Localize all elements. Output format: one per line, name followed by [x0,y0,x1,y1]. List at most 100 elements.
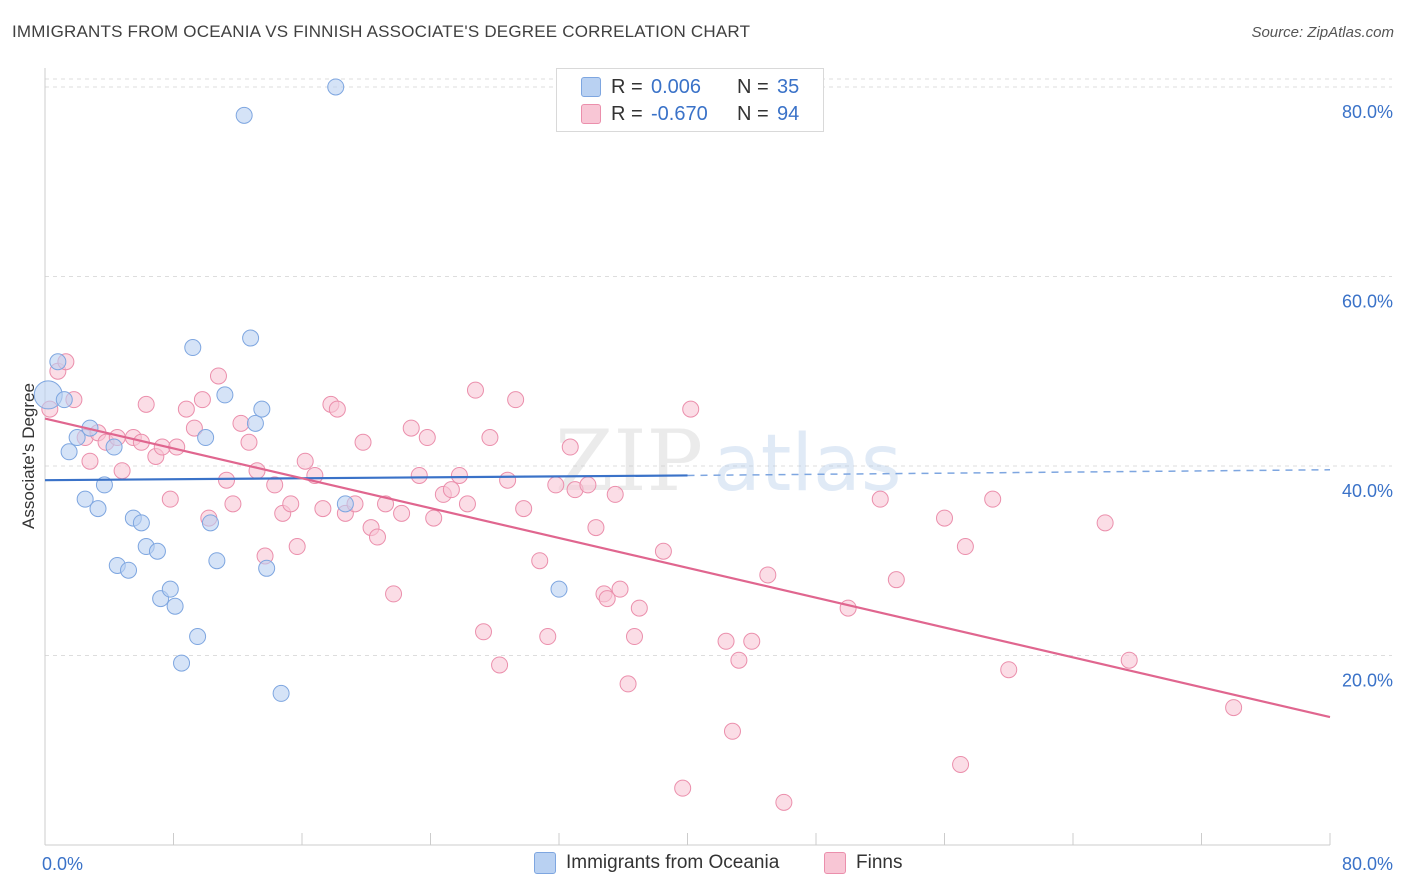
finns-point [232,414,250,432]
legend-swatch-oceania [534,852,556,874]
y-tick-label: 40.0% [1342,481,1393,501]
finns-point [1096,514,1114,532]
finns-point [385,585,403,603]
finns-point [410,466,428,484]
oceania-point [148,542,166,560]
finns-point [1120,651,1138,669]
oceania-point [60,443,78,461]
legend-swatch-finns [824,852,846,874]
finns-point [587,519,605,537]
r-value: 0.006 [651,75,702,98]
finns-point [288,538,306,556]
y-tick-label: 20.0% [1342,670,1393,690]
oceania-point [272,684,290,702]
finns-point [314,500,332,518]
oceania-point [189,628,207,646]
oceania-point [216,386,234,404]
watermark-atlas: atlas [713,419,902,509]
finns-point [248,462,266,480]
legend-item-finns[interactable]: Finns [824,852,902,874]
finns-point [296,452,314,470]
finns-point [871,490,889,508]
finns-point [539,628,557,646]
oceania-point [336,495,354,513]
oceania-point [246,414,264,432]
oceania-point [166,597,184,615]
finns-point [730,651,748,669]
finns-point [723,722,741,740]
legend-item-oceania[interactable]: Immigrants from Oceania [534,852,779,874]
finns-point [328,400,346,418]
y-tick-label: 60.0% [1342,291,1393,311]
oceania-point [68,429,86,447]
finns-point [952,755,970,773]
tick-labels: 20.0% 40.0% 60.0% 80.0% 0.0% 80.0% [42,102,1393,874]
r-label: R = [611,75,643,98]
finns-point [887,571,905,589]
finns-point [984,490,1002,508]
finns-point [625,628,643,646]
finns-point [475,623,493,641]
series-oceania [33,78,568,702]
oceania-point [327,78,345,96]
finns-point [266,476,284,494]
y-axis-label: Associate's Degree [19,383,38,529]
source-label: Source: ZipAtlas.com [1251,24,1394,41]
oceania-point [184,339,202,357]
finns-point [418,429,436,447]
finns-point [611,580,629,598]
finns-point [606,485,624,503]
finns-point [839,599,857,617]
oceania-point [49,353,67,371]
n-value: 35 [777,75,800,98]
stats-legend: R = 0.006 N = 35 R = -0.670 N = 94 [556,68,824,132]
finns-point [561,438,579,456]
y-tick-label: 80.0% [1342,102,1393,122]
finns-point [368,528,386,546]
oceania-point [95,476,113,494]
finns-point [598,590,616,608]
finns-point [682,400,700,418]
oceania-point [161,580,179,598]
legend-label-oceania: Immigrants from Oceania [566,852,780,873]
oceania-point [55,391,73,409]
oceania-point [173,654,191,672]
oceania-trend-line [44,474,688,482]
finns-point [218,471,236,489]
series-finns [41,353,1243,811]
finns-point [466,381,484,399]
finns-point [425,509,443,527]
watermark: ZIP atlas [555,412,902,510]
finns-point [377,495,395,513]
finns-point [491,656,509,674]
finns-point [393,504,411,522]
n-label: N = [737,75,769,98]
finns-point [137,395,155,413]
finns-point [579,476,597,494]
oceania-trend-extension [687,469,1331,477]
finns-point [743,632,761,650]
chart-title: IMMIGRANTS FROM OCEANIA VS FINNISH ASSOC… [12,22,751,41]
finns-point [240,433,258,451]
legend-label-finns: Finns [856,852,903,873]
stats-row-finns: R = -0.670 N = 94 [581,102,799,126]
finns-point [402,419,420,437]
oceania-point [105,438,123,456]
x-tick-label: 80.0% [1342,854,1393,874]
finns-point [81,452,99,470]
finns-point [759,566,777,584]
x-tick-label: 0.0% [42,854,83,874]
finns-point [674,779,692,797]
finns-point [956,538,974,556]
finns-point [654,542,672,560]
oceania-point [258,559,276,577]
axes [44,68,1331,846]
oceania-point [235,106,253,124]
finns-point [113,462,131,480]
finns-point [282,495,300,513]
oceania-point [550,580,568,598]
finns-point [354,433,372,451]
finns-point [1000,661,1018,679]
finns-point [209,367,227,385]
